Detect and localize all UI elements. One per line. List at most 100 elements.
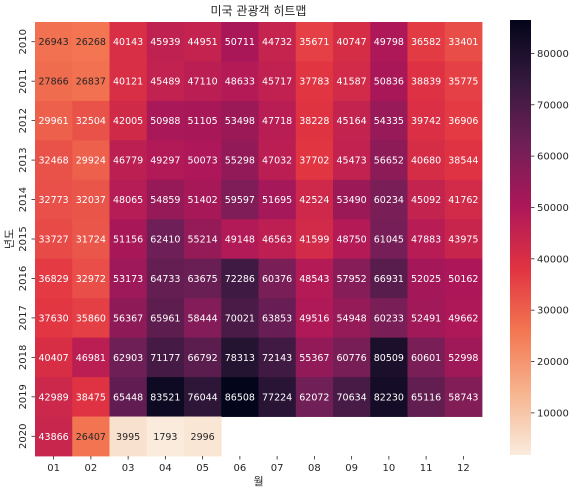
cell-value-label: 65961 [150,313,180,324]
cell-value-label: 50988 [150,116,180,127]
cell-value-label: 63675 [188,274,218,285]
heatmap-cell [295,298,334,339]
heatmap-cell [370,140,408,181]
heatmap-cell [444,22,483,62]
heatmap-cell [146,219,185,260]
cell-value-label: 35775 [448,77,478,88]
cell-value-label: 66931 [374,274,404,285]
heatmap-cell [72,140,110,181]
cell-value-label: 83521 [150,392,180,403]
cell-value-label: 38475 [76,392,106,403]
heatmap-cell [295,22,334,62]
heatmap-cell [72,377,110,417]
y-axis-label: 년도 [3,229,16,249]
heatmap-cell [109,416,148,457]
cell-value-label: 59597 [225,195,255,206]
heatmap-cell [146,179,185,220]
heatmap-cell [146,377,185,417]
x-tick-label: 05 [196,463,209,474]
heatmap-cell [35,298,73,339]
cell-value-label: 35671 [299,37,329,48]
x-tick-label: 04 [159,463,172,474]
heatmap-cell [444,298,483,339]
cell-value-label: 46563 [262,235,292,246]
x-tick-label: 06 [234,463,247,474]
colorbar-tick-label: 70000 [537,100,569,111]
cell-value-label: 56652 [374,156,404,167]
heatmap-cell [221,337,259,378]
cell-value-label: 48543 [299,274,329,285]
cell-value-label: 86508 [225,392,255,403]
heatmap-cell [72,179,110,220]
colorbar-tick-label: 20000 [537,357,569,368]
colorbar-ticks: 10000 20000 30000 40000 50000 60000 70000 80000 [531,49,569,419]
cell-value-label: 42989 [39,392,69,403]
cell-value-label: 49297 [150,156,180,167]
heatmap-cell [407,337,446,378]
cell-value-label: 52025 [411,274,441,285]
heatmap-cell [146,61,185,102]
heatmap-cell [370,179,408,220]
cell-value-label: 50711 [225,37,255,48]
heatmap-cell [184,258,222,299]
cell-value-label: 76044 [188,392,218,403]
heatmap-cell [146,258,185,299]
cell-value-label: 39742 [411,116,441,127]
cell-value-label: 60601 [411,353,441,364]
cell-value-label: 62903 [113,353,143,364]
heatmap-cell [258,219,297,260]
heatmap-cell [109,100,148,141]
heatmap-cell [407,179,446,220]
cell-value-label: 54859 [150,195,180,206]
cell-value-label: 1793 [153,432,177,443]
cell-value-label: 40747 [337,37,367,48]
heatmap-cell [370,61,408,102]
cell-value-label: 70021 [225,313,255,324]
heatmap-cell [146,22,185,62]
cell-value-label: 43866 [39,432,69,443]
heatmap-cell [146,100,185,141]
cell-value-label: 51402 [188,195,218,206]
heatmap-cell [444,377,483,417]
cell-value-label: 36906 [448,116,478,127]
cell-value-label: 33401 [448,37,478,48]
cell-value-label: 44951 [188,37,218,48]
cell-value-label: 42005 [113,116,143,127]
cell-value-label: 78313 [225,353,255,364]
heatmap-cell [333,337,371,378]
heatmap-cell [184,337,222,378]
cell-value-label: 38544 [448,156,478,167]
cell-value-label: 56367 [113,313,143,324]
cell-value-label: 45164 [337,116,367,127]
heatmap-cell [109,140,148,181]
cell-value-label: 41599 [299,235,329,246]
heatmap-cell [407,22,446,62]
cell-value-label: 52491 [411,313,441,324]
cell-value-label: 29924 [76,156,106,167]
heatmap-cell [295,179,334,220]
cell-value-label: 40680 [411,156,441,167]
heatmap-cell [72,258,110,299]
cell-value-label: 48065 [113,195,143,206]
heatmap-cell [146,140,185,181]
cell-value-label: 62072 [299,392,329,403]
cell-value-label: 29961 [39,116,69,127]
heatmap-cell [35,179,73,220]
cell-value-label: 26407 [76,432,106,443]
cell-value-label: 53173 [113,274,143,285]
cell-value-label: 60234 [374,195,404,206]
heatmap-cell [221,298,259,339]
cell-value-label: 32468 [39,156,69,167]
heatmap-cell [258,22,297,62]
cell-value-label: 45717 [262,77,292,88]
cell-value-label: 38839 [411,77,441,88]
cell-value-label: 64733 [150,274,180,285]
cell-value-label: 63853 [262,313,292,324]
colorbar-tick-label: 80000 [537,49,569,60]
cell-value-label: 47883 [411,235,441,246]
cell-value-label: 49662 [448,313,478,324]
heatmap-cell [109,298,148,339]
heatmap-cell [221,22,259,62]
cell-value-label: 48633 [225,77,255,88]
cell-value-label: 53498 [225,116,255,127]
